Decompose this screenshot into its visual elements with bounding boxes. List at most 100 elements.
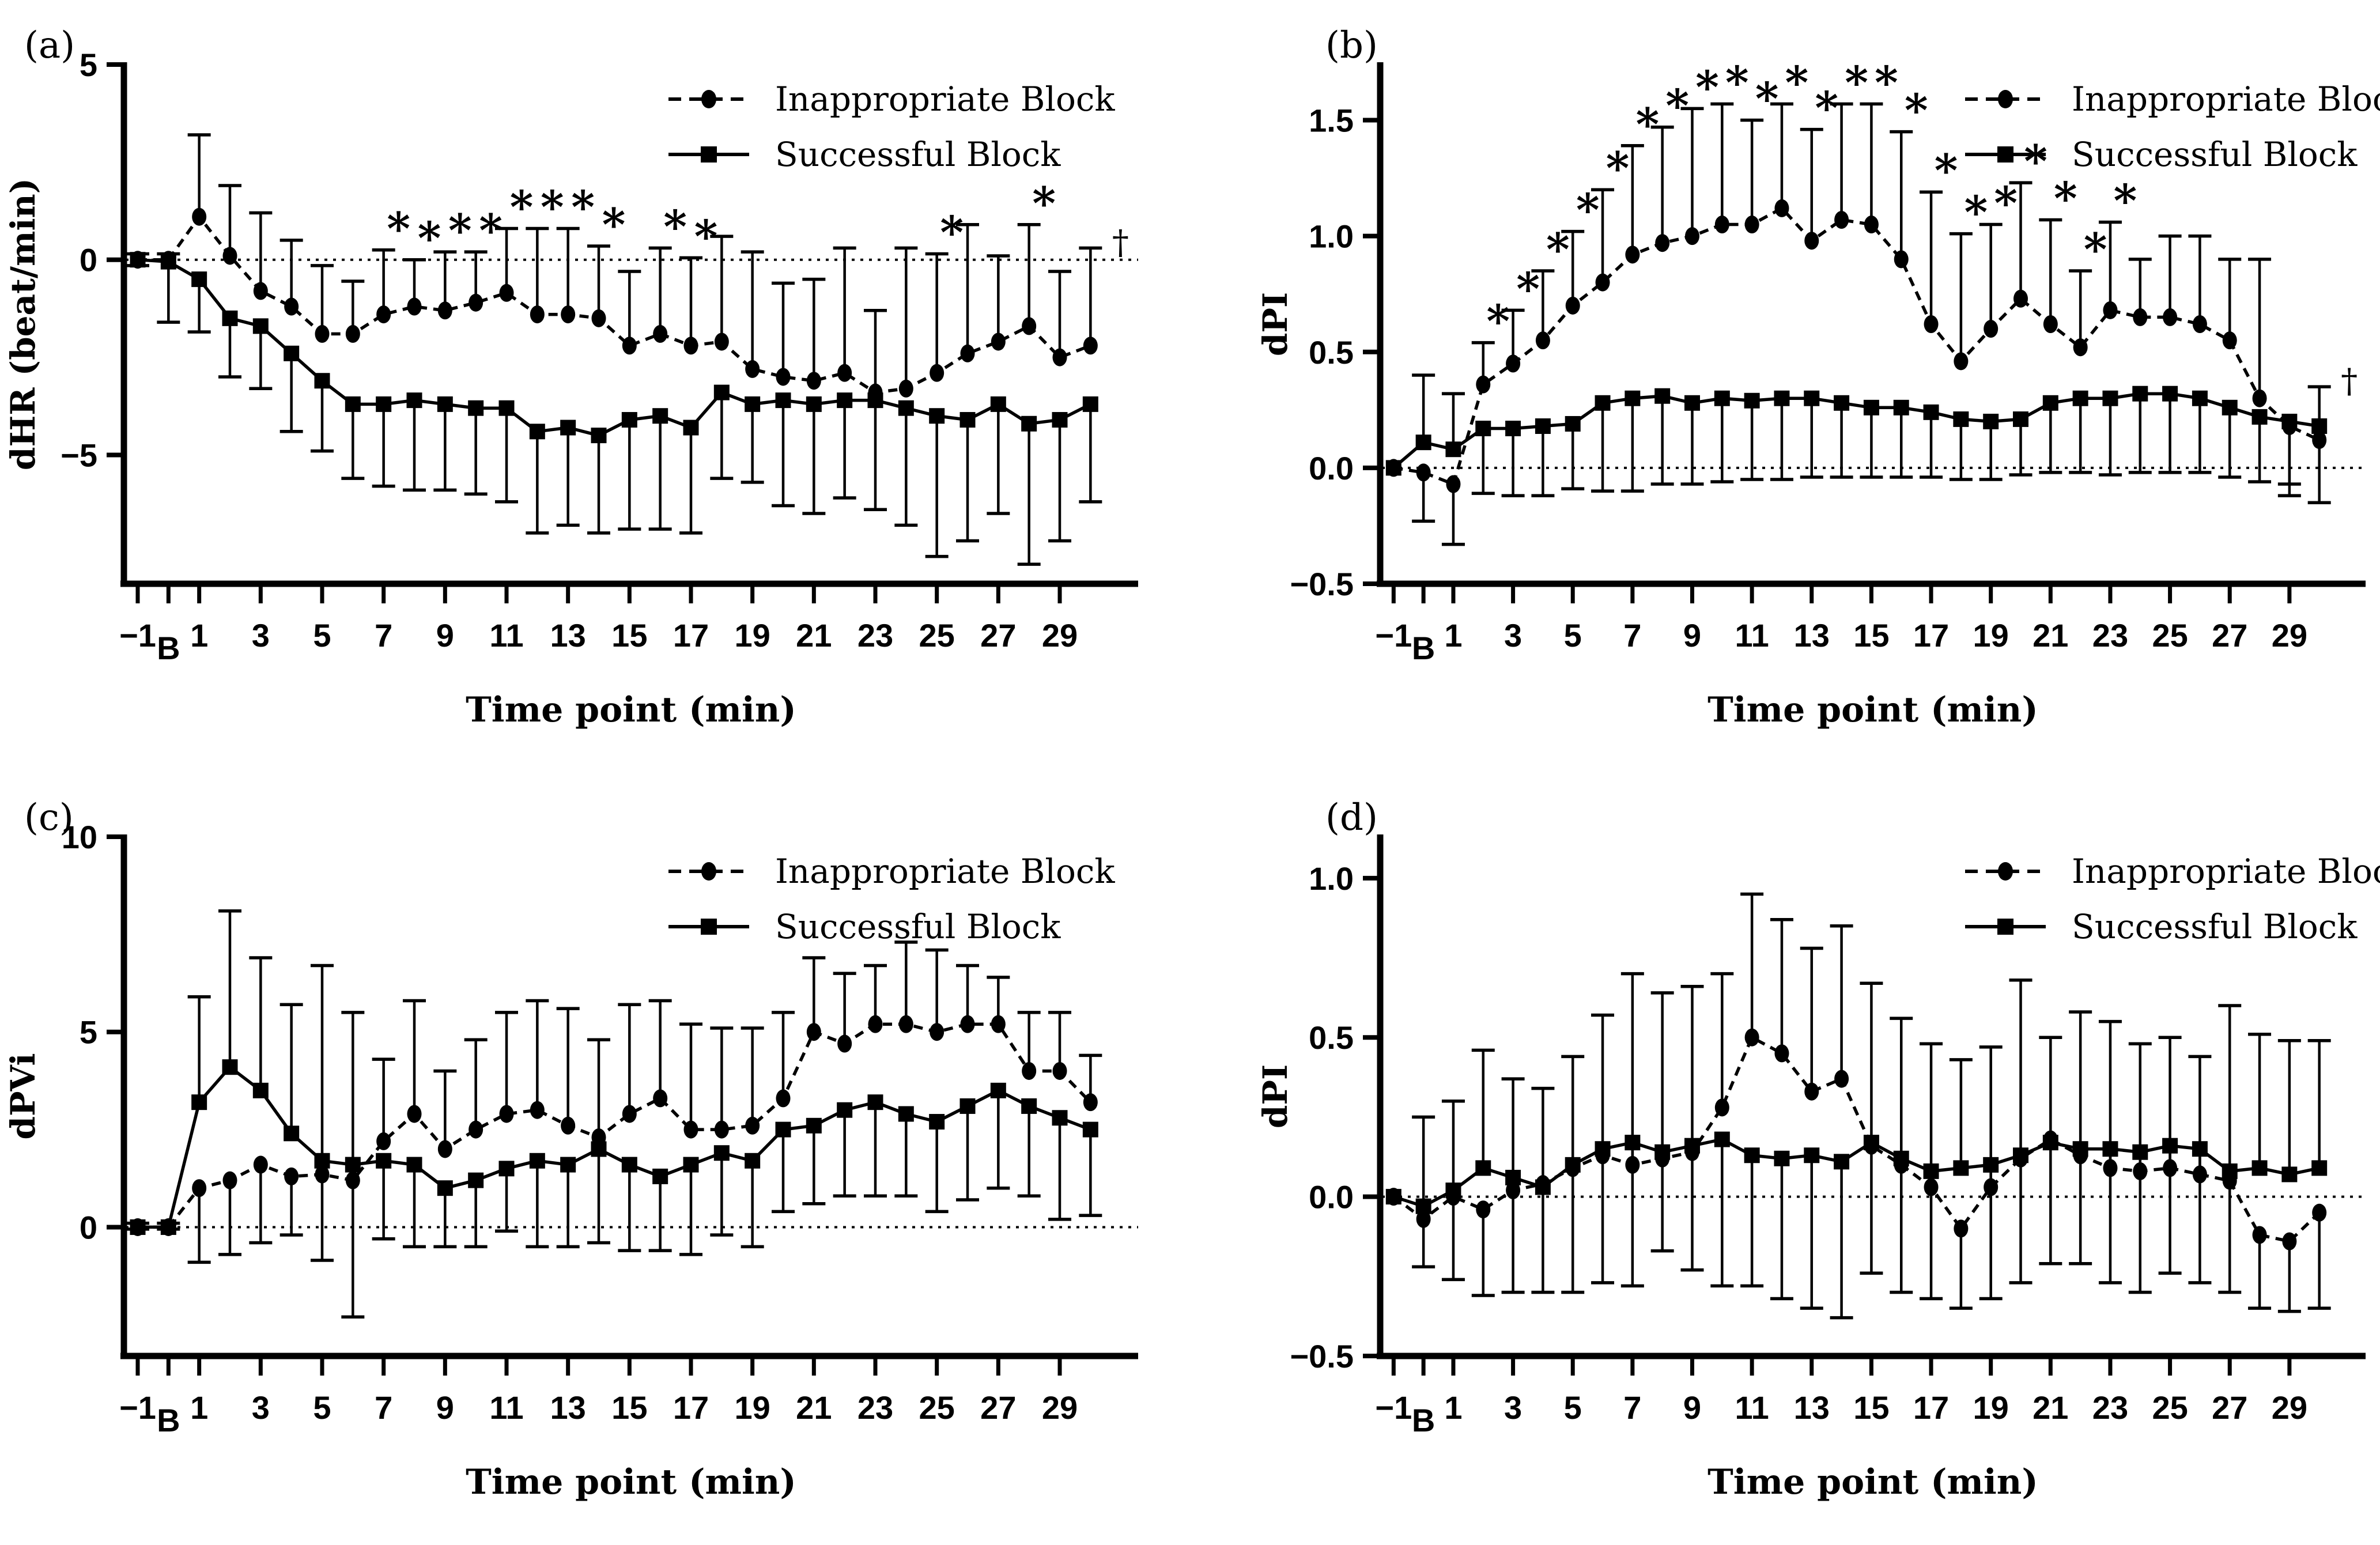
x-tick-label: 29 — [1042, 1389, 1078, 1426]
data-point-marker-square — [1595, 395, 1611, 411]
data-point-marker-square — [284, 345, 300, 361]
significance-star: * — [1486, 296, 1510, 348]
x-tick-label: 11 — [489, 617, 523, 653]
x-tick-label: 27 — [2212, 617, 2247, 653]
data-point-marker-circle — [714, 1120, 729, 1139]
y-tick-label: 0.5 — [1309, 334, 1354, 371]
data-point-marker-square — [775, 1121, 791, 1138]
data-point-marker-circle — [2103, 301, 2118, 319]
data-point-marker-circle — [530, 305, 545, 324]
significance-star: * — [1665, 80, 1689, 133]
data-point-marker-square — [652, 408, 668, 424]
series-successful — [1385, 1032, 2331, 1320]
significance-star: * — [479, 205, 503, 257]
significance-star: * — [1994, 177, 2018, 230]
data-point-marker-circle — [1924, 315, 1939, 333]
data-point-marker-square — [867, 392, 883, 409]
data-point-marker-square — [1445, 1183, 1461, 1199]
x-tick-label: 7 — [1623, 617, 1641, 653]
x-tick-label: 23 — [857, 1389, 893, 1426]
data-point-marker-circle — [1625, 245, 1640, 264]
significance-star: * — [940, 207, 964, 259]
legend-label: Inappropriate Block — [775, 80, 1115, 119]
data-point-marker-circle — [1535, 331, 1550, 350]
significance-star: * — [571, 182, 595, 234]
data-point-marker-circle — [315, 324, 330, 343]
x-axis-title: Time point (min) — [1707, 1462, 2038, 1502]
data-point-marker-square — [1505, 421, 1521, 437]
x-tick-label: 9 — [436, 1389, 454, 1426]
data-point-marker-circle — [2133, 308, 2148, 326]
legend-marker-circle — [701, 862, 716, 881]
data-point-marker-circle — [1083, 337, 1098, 355]
data-point-marker-square — [929, 1114, 945, 1130]
significance-star: * — [2024, 135, 2047, 188]
data-point-marker-square — [498, 1161, 515, 1177]
data-point-marker-square — [1744, 392, 1760, 409]
data-point-marker-circle — [561, 305, 576, 324]
x-tick-label: 15 — [611, 617, 647, 653]
data-point-marker-square — [2072, 1141, 2088, 1157]
significance-star: * — [1576, 184, 1600, 237]
legend-item-inappropriate: Inappropriate Block — [1965, 852, 2380, 891]
data-point-marker-circle — [960, 344, 975, 362]
significance-star: * — [694, 210, 718, 263]
data-point-marker-circle — [1565, 296, 1580, 315]
data-point-marker-square — [2222, 1163, 2238, 1179]
significance-star: * — [1875, 56, 1898, 109]
data-point-marker-circle — [437, 301, 452, 320]
data-point-marker-circle — [2252, 389, 2267, 407]
chart-dpi-bottom: (d)1.00.50.0−0.5−1 B 1 3 5 7 9 11 13 15 17 19 21 23 25… — [1256, 796, 2380, 1502]
data-point-marker-circle — [745, 360, 760, 378]
x-tick-label: 3 — [252, 617, 270, 653]
x-tick-label: 21 — [2033, 617, 2068, 653]
data-point-marker-square — [1863, 399, 1879, 415]
data-point-marker-circle — [499, 1105, 514, 1123]
data-point-marker-square — [406, 392, 422, 409]
data-point-marker-circle — [868, 1015, 883, 1033]
data-point-marker-square — [1714, 390, 1730, 406]
data-point-marker-square — [1625, 1135, 1641, 1151]
data-point-marker-circle — [469, 1120, 483, 1139]
y-tick-label: 0.0 — [1309, 1179, 1354, 1215]
significance-star: * — [1815, 82, 1838, 135]
data-point-marker-square — [498, 400, 515, 416]
data-point-marker-square — [1863, 1135, 1879, 1151]
significance-star: * — [1725, 56, 1749, 109]
panel-letter: (d) — [1325, 796, 1378, 839]
data-point-marker-circle — [1744, 216, 1759, 234]
data-point-marker-circle — [2013, 289, 2028, 308]
data-point-marker-circle — [253, 1155, 268, 1174]
data-point-marker-square — [130, 252, 146, 268]
y-tick-label: −5 — [61, 437, 97, 473]
y-tick-label: 0 — [80, 242, 97, 278]
y-axis-title: dPI — [1256, 292, 1295, 356]
data-point-marker-square — [406, 1157, 422, 1173]
legend-marker-square — [1997, 146, 2013, 163]
x-tick-label: 21 — [796, 1389, 832, 1426]
data-point-marker-square — [2013, 1147, 2028, 1164]
data-point-marker-square — [2102, 390, 2118, 406]
x-tick-label: 9 — [436, 617, 454, 653]
x-tick-label: 11 — [1735, 1389, 1769, 1426]
x-tick-label: 1 — [190, 1389, 208, 1426]
y-tick-label: 1.0 — [1309, 860, 1354, 897]
data-point-marker-circle — [2192, 315, 2207, 333]
data-point-marker-square — [775, 392, 791, 409]
significance-dagger: † — [1112, 222, 1129, 262]
data-point-marker-circle — [837, 1034, 852, 1053]
x-tick-label: 7 — [375, 617, 392, 653]
data-point-marker-circle — [1744, 1028, 1759, 1047]
legend-label: Successful Block — [2072, 907, 2358, 946]
data-point-marker-circle — [776, 368, 791, 386]
data-point-marker-square — [959, 1098, 976, 1114]
data-point-marker-circle — [253, 282, 268, 300]
x-tick-label: −1 — [119, 1389, 156, 1426]
data-point-marker-circle — [192, 1179, 207, 1198]
x-tick-label: 3 — [1504, 1389, 1522, 1426]
data-point-marker-square — [591, 428, 607, 444]
data-point-marker-square — [1535, 1179, 1551, 1195]
significance-star: * — [448, 205, 472, 257]
